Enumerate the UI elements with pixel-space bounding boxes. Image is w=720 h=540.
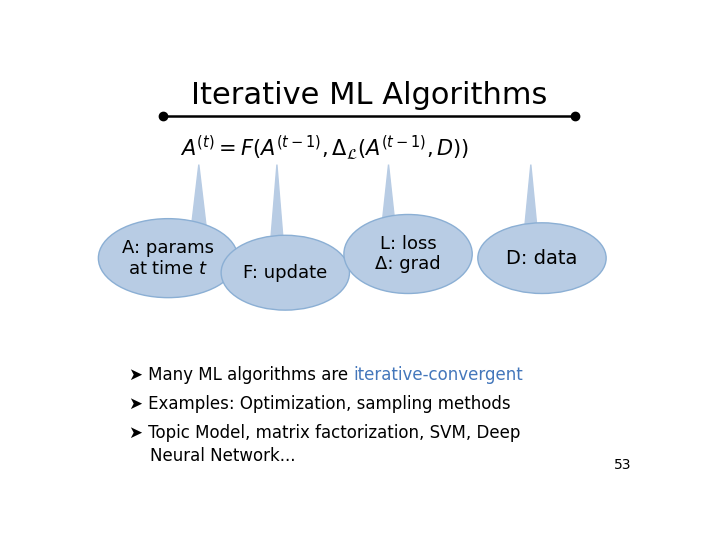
Text: Iterative ML Algorithms: Iterative ML Algorithms [191, 82, 547, 111]
Text: ➤ Topic Model, matrix factorization, SVM, Deep: ➤ Topic Model, matrix factorization, SVM… [129, 424, 521, 442]
Text: L: loss
Δ: grad: L: loss Δ: grad [375, 234, 441, 273]
Text: A: params
at time $t$: A: params at time $t$ [122, 239, 214, 278]
Ellipse shape [478, 223, 606, 294]
Ellipse shape [221, 235, 349, 310]
Polygon shape [524, 165, 538, 233]
Text: ➤ Examples: Optimization, sampling methods: ➤ Examples: Optimization, sampling metho… [129, 395, 510, 413]
Text: $A^{(t)} = F(A^{(t-1)}, \Delta_{\mathcal{L}}(A^{(t-1)}, D))$: $A^{(t)} = F(A^{(t-1)}, \Delta_{\mathcal… [180, 134, 469, 162]
Polygon shape [191, 165, 207, 231]
Text: iterative-convergent: iterative-convergent [354, 366, 523, 383]
Ellipse shape [99, 219, 238, 298]
Text: D: data: D: data [506, 248, 577, 268]
Polygon shape [382, 165, 395, 226]
Text: ➤ Many ML algorithms are: ➤ Many ML algorithms are [129, 366, 354, 383]
Text: 53: 53 [613, 458, 631, 472]
Polygon shape [270, 165, 284, 246]
Text: Neural Network...: Neural Network... [129, 447, 296, 464]
Ellipse shape [344, 214, 472, 293]
Text: F: update: F: update [243, 264, 328, 282]
